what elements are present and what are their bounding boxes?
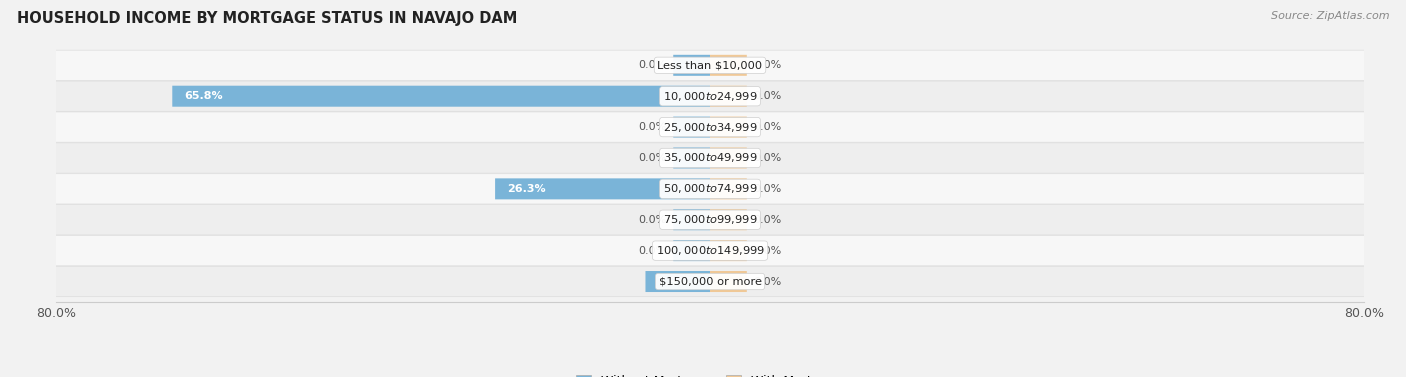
Text: HOUSEHOLD INCOME BY MORTGAGE STATUS IN NAVAJO DAM: HOUSEHOLD INCOME BY MORTGAGE STATUS IN N… [17,11,517,26]
FancyBboxPatch shape [710,116,747,138]
Text: 0.0%: 0.0% [638,246,666,256]
Text: 0.0%: 0.0% [754,153,782,163]
FancyBboxPatch shape [48,50,1372,80]
Text: Source: ZipAtlas.com: Source: ZipAtlas.com [1271,11,1389,21]
Text: 0.0%: 0.0% [638,60,666,70]
Text: 0.0%: 0.0% [754,91,782,101]
FancyBboxPatch shape [673,55,710,76]
FancyBboxPatch shape [48,236,1372,266]
FancyBboxPatch shape [673,240,710,261]
FancyBboxPatch shape [48,81,1372,111]
FancyBboxPatch shape [710,147,747,169]
Text: 0.0%: 0.0% [638,153,666,163]
Text: 65.8%: 65.8% [184,91,224,101]
Text: $150,000 or more: $150,000 or more [658,276,762,287]
Text: 0.0%: 0.0% [754,60,782,70]
FancyBboxPatch shape [645,271,710,292]
Text: 0.0%: 0.0% [638,215,666,225]
Text: 0.0%: 0.0% [754,215,782,225]
FancyBboxPatch shape [710,271,747,292]
FancyBboxPatch shape [48,143,1372,173]
Text: 7.9%: 7.9% [658,276,689,287]
FancyBboxPatch shape [48,174,1372,204]
FancyBboxPatch shape [48,267,1372,297]
FancyBboxPatch shape [673,209,710,230]
Text: $100,000 to $149,999: $100,000 to $149,999 [655,244,765,257]
Text: $35,000 to $49,999: $35,000 to $49,999 [662,152,758,164]
FancyBboxPatch shape [48,112,1372,142]
Text: $25,000 to $34,999: $25,000 to $34,999 [662,121,758,133]
Text: $50,000 to $74,999: $50,000 to $74,999 [662,182,758,195]
Text: $10,000 to $24,999: $10,000 to $24,999 [662,90,758,103]
FancyBboxPatch shape [495,178,710,199]
Text: 26.3%: 26.3% [508,184,546,194]
FancyBboxPatch shape [48,205,1372,235]
Text: $75,000 to $99,999: $75,000 to $99,999 [662,213,758,226]
Text: 0.0%: 0.0% [754,184,782,194]
Text: Less than $10,000: Less than $10,000 [658,60,762,70]
FancyBboxPatch shape [673,116,710,138]
Legend: Without Mortgage, With Mortgage: Without Mortgage, With Mortgage [571,370,849,377]
FancyBboxPatch shape [173,86,710,107]
Text: 0.0%: 0.0% [638,122,666,132]
FancyBboxPatch shape [710,178,747,199]
Text: 0.0%: 0.0% [754,122,782,132]
Text: 0.0%: 0.0% [754,276,782,287]
FancyBboxPatch shape [710,86,747,107]
FancyBboxPatch shape [710,209,747,230]
FancyBboxPatch shape [673,147,710,169]
Text: 0.0%: 0.0% [754,246,782,256]
FancyBboxPatch shape [710,55,747,76]
FancyBboxPatch shape [710,240,747,261]
